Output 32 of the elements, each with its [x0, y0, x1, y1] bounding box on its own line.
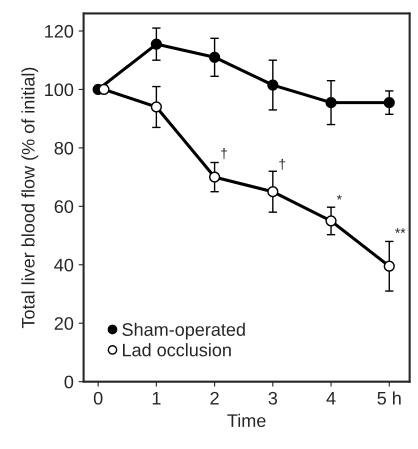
point	[325, 97, 337, 108]
y-tick-label: 100	[45, 83, 74, 96]
point	[267, 80, 278, 91]
point	[384, 97, 395, 108]
x-tick-label: 4	[326, 392, 336, 404]
point	[150, 38, 162, 50]
x-axis-title: Time	[227, 414, 266, 428]
annotation: **	[395, 228, 406, 233]
legend-label: Sham-operated	[122, 322, 245, 340]
x-tick-label: 1	[152, 392, 161, 404]
annotation: *	[336, 194, 342, 200]
x-tick-label: 3	[268, 392, 278, 405]
y-tick-label: 40	[54, 258, 74, 272]
point	[209, 52, 220, 63]
y-tick-label: 120	[45, 24, 74, 38]
point	[267, 186, 278, 198]
legend-label: Lad occlusion	[123, 343, 231, 356]
x-tick-label: 0	[94, 392, 102, 405]
point	[384, 260, 395, 272]
point	[98, 84, 110, 95]
y-tick-label: 20	[54, 317, 74, 330]
annotation: †	[221, 148, 227, 160]
point	[325, 215, 337, 226]
point	[209, 172, 220, 183]
annotation: †	[279, 158, 286, 170]
y-tick-label: 60	[54, 200, 74, 214]
y-tick-label: 0	[64, 376, 74, 388]
y-tick-label: 80	[54, 142, 74, 155]
point	[150, 101, 162, 113]
x-tick-label: 5 h	[377, 391, 401, 405]
y-axis-title: Total liver blood flow (% of initial)	[21, 68, 38, 328]
x-tick-label: 2	[210, 392, 219, 404]
